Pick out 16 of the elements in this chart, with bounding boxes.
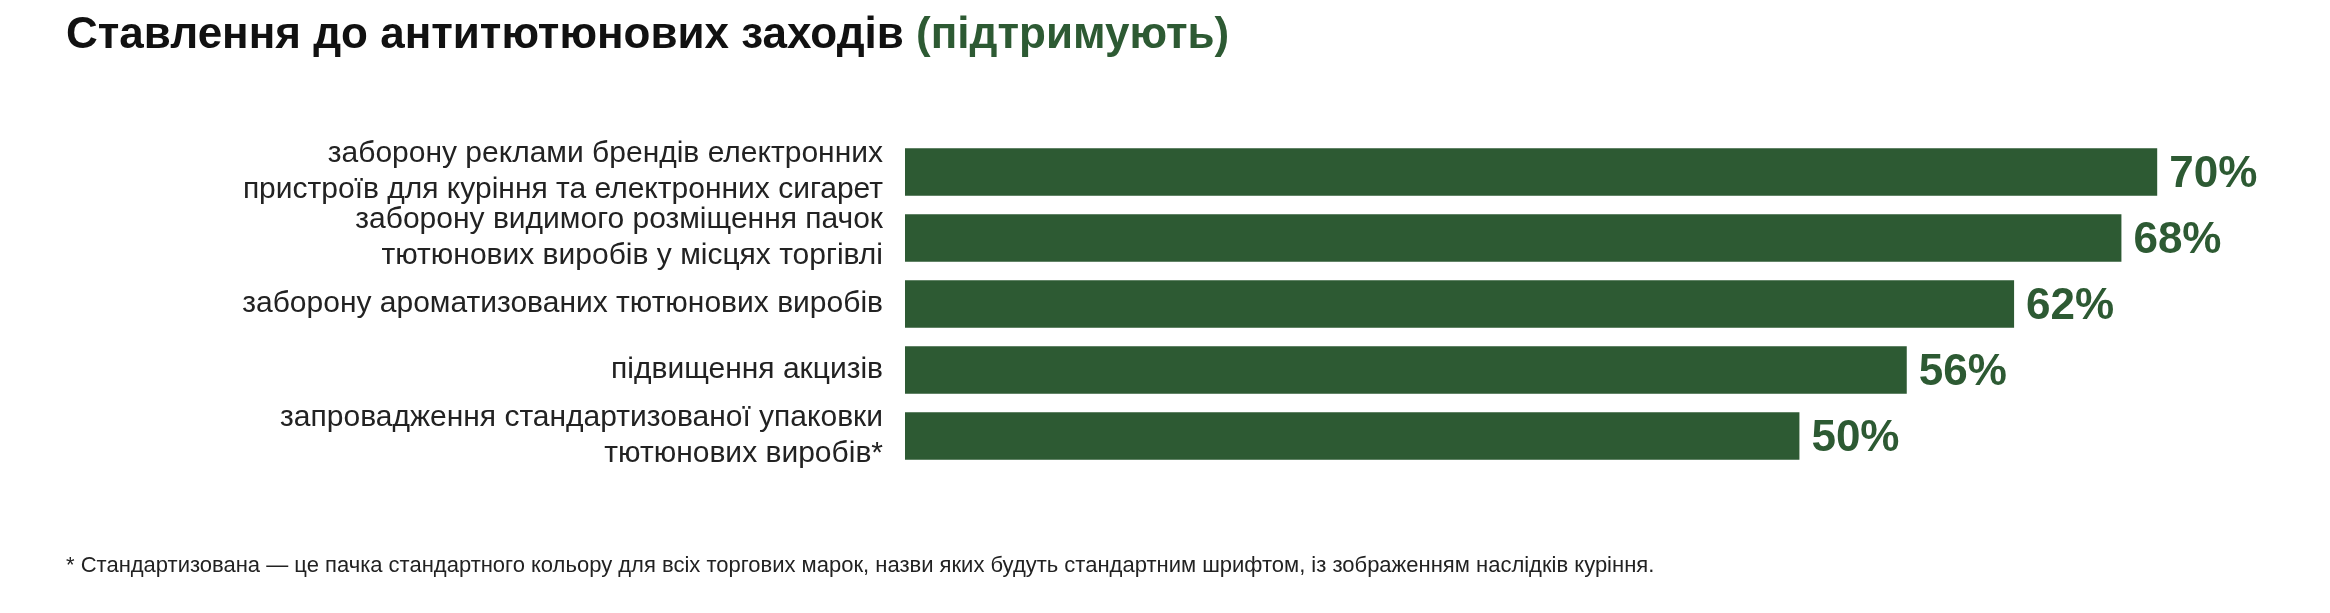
text: * Стандартизована — це пачка стандартного кольору для всіх торгових марок, назви яких будуть стандартним шрифтом, із зображенням наслідків куріння.: [66, 552, 1655, 578]
y-tick-label: підвищення акцизів: [611, 351, 883, 385]
data-label: 56%: [1918, 345, 2007, 395]
data-label: 68%: [2133, 213, 2222, 263]
data-label: 62%: [2026, 279, 2115, 329]
y-tick-label: заборону ароматизованих тютюнових виробів: [242, 285, 883, 319]
y-tick-label: запровадження стандартизованої упаковки тютюнових виробів*: [280, 399, 884, 469]
bar: [905, 148, 2158, 196]
data-label: 70%: [2169, 147, 2258, 197]
bar: [905, 280, 2015, 328]
text: Ставлення до антитютюнових заходів: [66, 8, 904, 57]
bar: [905, 214, 2122, 262]
data-label: 50%: [1811, 411, 1900, 461]
bar: [905, 346, 1907, 394]
chart-subtitle: (підтримують): [916, 8, 1230, 57]
bar: [905, 412, 1800, 460]
